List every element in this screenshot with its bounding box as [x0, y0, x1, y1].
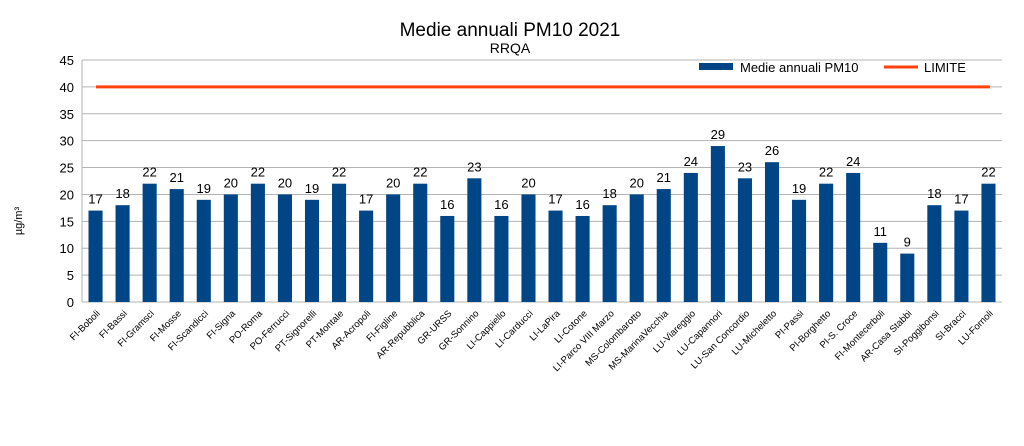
y-tick-label: 35	[60, 107, 74, 122]
legend-label-limit: LIMITE	[924, 60, 966, 75]
bar	[196, 199, 211, 302]
chart-title: Medie annuali PM10 2021	[400, 20, 621, 41]
bar	[737, 178, 752, 302]
bars	[88, 146, 996, 302]
data-label: 21	[169, 170, 183, 185]
legend: Medie annuali PM10 LIMITE	[699, 60, 966, 75]
data-label: 17	[954, 192, 968, 207]
y-tick-label: 45	[60, 53, 74, 68]
bar	[792, 199, 807, 302]
bar	[88, 210, 103, 302]
data-label: 22	[413, 165, 427, 180]
y-tick-label: 30	[60, 134, 74, 149]
legend-label-bars: Medie annuali PM10	[740, 60, 859, 75]
bar	[764, 162, 780, 302]
y-axis-label: µg/m³	[13, 206, 25, 235]
data-label: 21	[657, 170, 671, 185]
bar	[575, 215, 590, 302]
bar	[169, 189, 184, 302]
bar	[142, 183, 157, 302]
bar	[115, 205, 130, 302]
bar	[954, 210, 969, 302]
bar	[873, 242, 888, 302]
data-label: 16	[440, 197, 454, 212]
data-label: 18	[927, 186, 941, 201]
bar	[277, 194, 292, 302]
data-label: 22	[819, 165, 833, 180]
data-labels: 17 18 22 21 19 20 22 20 19 22 17 20 22 16 23 16 20 17 16 18…	[88, 127, 995, 250]
bar	[413, 183, 428, 302]
data-label: 29	[711, 127, 725, 142]
data-label: 22	[981, 165, 995, 180]
bar	[710, 146, 725, 302]
data-label: 20	[224, 175, 238, 190]
bar	[927, 205, 942, 302]
bar	[440, 215, 455, 302]
bar	[304, 199, 320, 302]
data-label: 17	[88, 192, 102, 207]
data-label: 19	[197, 181, 211, 196]
bar	[683, 172, 698, 302]
bar	[900, 253, 915, 302]
bar	[656, 189, 671, 302]
category-label: FI-Boboli	[68, 308, 103, 343]
bar	[602, 205, 617, 302]
data-label: 23	[467, 159, 481, 174]
gridlines	[81, 59, 1002, 303]
bar	[494, 215, 509, 302]
bar	[981, 183, 996, 302]
y-tick-label: 20	[60, 187, 74, 202]
bar	[548, 210, 563, 302]
data-label: 20	[278, 175, 292, 190]
data-label: 22	[251, 165, 265, 180]
data-label: 20	[386, 175, 400, 190]
data-label: 26	[765, 143, 779, 158]
data-label: 22	[332, 165, 346, 180]
bar	[819, 183, 834, 302]
category-labels: FI-BoboliFI-BassiFI-GramsciFI-MosseFI-Sc…	[68, 308, 996, 374]
bar	[332, 183, 347, 302]
data-label: 9	[904, 235, 911, 250]
data-label: 20	[629, 175, 643, 190]
y-tick-label: 10	[60, 241, 74, 256]
data-label: 19	[792, 181, 806, 196]
data-label: 16	[575, 197, 589, 212]
data-label: 18	[115, 186, 129, 201]
y-tick-label: 15	[60, 214, 74, 229]
y-tick-label: 5	[67, 268, 74, 283]
data-label: 11	[873, 224, 887, 239]
data-label: 20	[521, 175, 535, 190]
bar	[467, 178, 482, 302]
bar	[521, 194, 536, 302]
data-label: 18	[602, 186, 616, 201]
y-tick-labels: 0 5 10 15 20 25 30 35 40 45	[60, 53, 74, 310]
bar	[846, 172, 861, 302]
chart-subtitle: RRQA	[490, 40, 531, 56]
data-label: 22	[142, 165, 156, 180]
bar	[629, 194, 644, 302]
bar	[250, 183, 265, 302]
bar	[223, 194, 238, 302]
legend-swatch-bars	[699, 63, 733, 70]
y-tick-label: 0	[67, 295, 74, 310]
data-label: 17	[359, 192, 373, 207]
data-label: 16	[494, 197, 508, 212]
y-tick-label: 40	[60, 80, 74, 95]
bar	[386, 194, 401, 302]
data-label: 17	[548, 192, 562, 207]
data-label: 24	[846, 154, 860, 169]
y-tick-label: 25	[60, 161, 74, 176]
data-label: 19	[305, 181, 319, 196]
data-label: 23	[738, 159, 752, 174]
bar	[359, 210, 374, 302]
data-label: 24	[684, 154, 698, 169]
